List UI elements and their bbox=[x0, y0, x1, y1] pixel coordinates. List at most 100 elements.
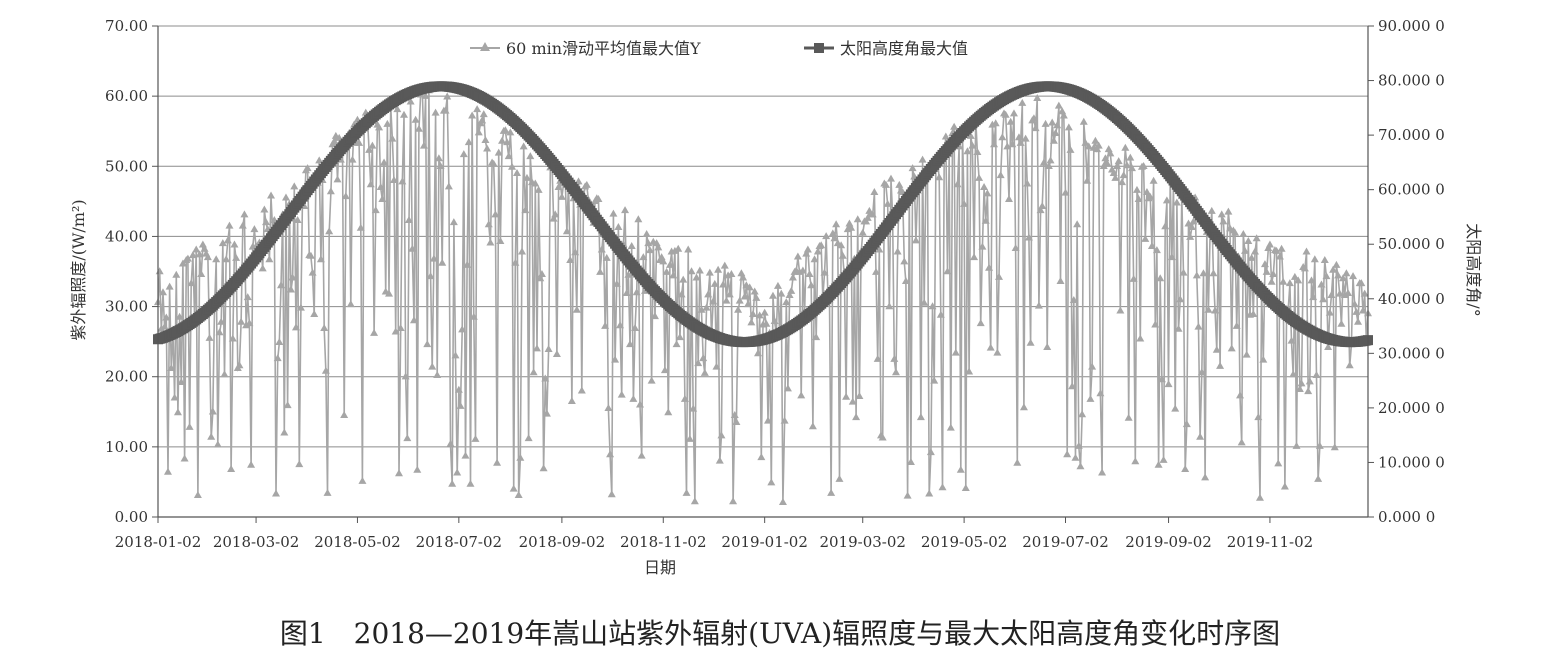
uva-point bbox=[1292, 441, 1301, 449]
uva-point bbox=[276, 281, 285, 289]
uva-point bbox=[348, 155, 357, 163]
uva-point bbox=[998, 133, 1007, 141]
uva-point bbox=[1159, 455, 1168, 463]
uva-point bbox=[685, 434, 694, 442]
left-y-tick-label: 70.00 bbox=[105, 17, 148, 35]
uva-point bbox=[611, 355, 620, 363]
uva-point bbox=[260, 205, 269, 213]
uva-point bbox=[222, 255, 231, 263]
uva-point bbox=[1041, 119, 1050, 127]
left-y-tick-label: 40.00 bbox=[105, 227, 148, 245]
uva-point bbox=[710, 279, 719, 287]
uva-point bbox=[390, 176, 399, 184]
uva-point bbox=[1171, 404, 1180, 412]
uva-point bbox=[1242, 350, 1251, 358]
uva-point bbox=[777, 289, 786, 297]
uva-point bbox=[205, 333, 214, 341]
uva-point bbox=[820, 268, 829, 276]
sun-altitude-series bbox=[153, 81, 1373, 348]
uva-point bbox=[1227, 344, 1236, 352]
uva-point bbox=[448, 479, 457, 487]
x-axis-title: 日期 bbox=[644, 558, 676, 577]
uva-point bbox=[429, 254, 438, 262]
uva-point bbox=[240, 210, 249, 218]
uva-point bbox=[645, 246, 654, 254]
uva-point bbox=[238, 221, 247, 229]
uva-point bbox=[669, 271, 678, 279]
uva-point bbox=[832, 220, 841, 228]
uva-point bbox=[541, 374, 550, 382]
uva-point bbox=[451, 351, 460, 359]
uva-point bbox=[785, 291, 794, 299]
uva-point bbox=[970, 253, 979, 261]
uva-point bbox=[213, 440, 222, 448]
uva-point bbox=[739, 273, 748, 281]
uva-point bbox=[1199, 269, 1208, 277]
uva-point bbox=[1021, 134, 1030, 142]
uva-point bbox=[526, 152, 535, 160]
uva-point bbox=[837, 241, 846, 249]
uva-point bbox=[163, 467, 172, 475]
uva-point bbox=[1345, 361, 1354, 369]
uva-point bbox=[925, 489, 934, 497]
uva-point bbox=[459, 150, 468, 158]
uva-point bbox=[1317, 280, 1326, 288]
uva-point bbox=[1147, 241, 1156, 249]
uva-point bbox=[158, 288, 167, 296]
uva-point bbox=[1093, 145, 1102, 153]
uva-point bbox=[1036, 206, 1045, 214]
uva-point bbox=[223, 236, 232, 244]
uva-point bbox=[965, 367, 974, 375]
uva-point bbox=[1309, 293, 1318, 301]
uva-point bbox=[237, 317, 246, 325]
uva-point bbox=[1172, 198, 1181, 206]
uva-point bbox=[1142, 187, 1151, 195]
uva-point bbox=[531, 179, 540, 187]
uva-point bbox=[469, 312, 478, 320]
uva-point bbox=[960, 199, 969, 207]
uva-point bbox=[356, 223, 365, 231]
uva-point bbox=[830, 234, 839, 242]
uva-point bbox=[1285, 279, 1294, 287]
uva-point bbox=[963, 147, 972, 155]
uva-point bbox=[491, 210, 500, 218]
uva-point bbox=[614, 223, 623, 231]
uva-point bbox=[167, 363, 176, 371]
uva-point bbox=[659, 257, 668, 265]
uva-point bbox=[280, 428, 289, 436]
sun-altitude-line bbox=[157, 84, 1369, 344]
uva-point bbox=[629, 394, 638, 402]
right-y-tick-label: 10.000 0 bbox=[1378, 453, 1445, 471]
uva-point bbox=[938, 483, 947, 491]
uva-point bbox=[396, 324, 405, 332]
uva-point bbox=[719, 280, 728, 288]
right-y-tick-label: 60.000 0 bbox=[1378, 181, 1445, 199]
left-y-tick-label: 20.00 bbox=[105, 368, 148, 386]
uva-point bbox=[1049, 136, 1058, 144]
uva-point bbox=[316, 255, 325, 263]
uva-point bbox=[1059, 111, 1068, 119]
uva-point bbox=[1304, 387, 1313, 395]
uva-point bbox=[1129, 274, 1138, 282]
uva-point bbox=[677, 290, 686, 298]
uva-point bbox=[551, 210, 560, 218]
uva-point bbox=[273, 354, 282, 362]
uva-point bbox=[596, 267, 605, 275]
uva-point bbox=[341, 192, 350, 200]
uva-point bbox=[466, 479, 475, 487]
uva-point bbox=[323, 488, 332, 496]
uva-point bbox=[848, 397, 857, 405]
uva-point bbox=[763, 416, 772, 424]
uva-point bbox=[729, 497, 738, 505]
uva-point bbox=[193, 490, 202, 498]
uva-point bbox=[1194, 322, 1203, 330]
uva-point bbox=[803, 245, 812, 253]
uva-point bbox=[370, 328, 379, 336]
uva-point bbox=[1124, 413, 1133, 421]
uva-point bbox=[456, 401, 465, 409]
uva-point bbox=[1277, 244, 1286, 252]
uva-point bbox=[1113, 161, 1122, 169]
uva-point bbox=[1209, 269, 1218, 277]
uva-point bbox=[215, 328, 224, 336]
uva-point bbox=[978, 242, 987, 250]
